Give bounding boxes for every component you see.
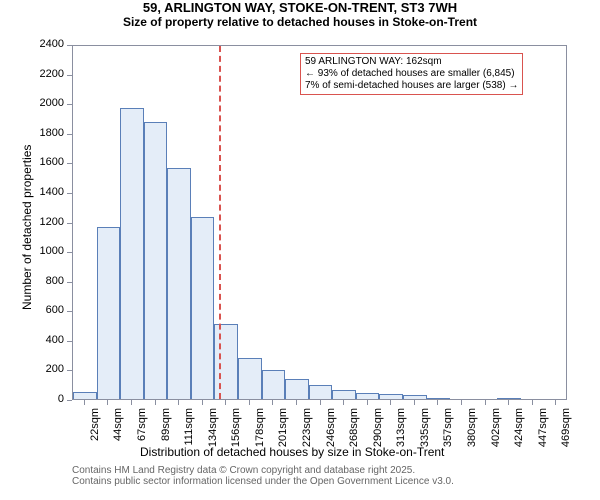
y-tick-label: 2400 xyxy=(28,38,64,50)
y-tick xyxy=(67,370,72,371)
x-tick-label: 178sqm xyxy=(254,408,266,453)
footer-line-2: Contains public sector information licen… xyxy=(72,476,454,487)
histogram-bar xyxy=(285,379,309,399)
y-tick-label: 2000 xyxy=(28,97,64,109)
y-tick xyxy=(67,193,72,194)
y-tick xyxy=(67,75,72,76)
y-tick-label: 1000 xyxy=(28,245,64,257)
histogram-bar xyxy=(191,217,215,399)
x-tick-label: 44sqm xyxy=(112,408,124,453)
x-tick-label: 22sqm xyxy=(89,408,101,453)
x-tick-label: 246sqm xyxy=(325,408,337,453)
histogram-bar xyxy=(214,324,238,399)
y-tick-label: 0 xyxy=(28,393,64,405)
x-tick xyxy=(272,400,273,405)
histogram-bar xyxy=(97,227,121,399)
x-tick-label: 201sqm xyxy=(277,408,289,453)
histogram-bar xyxy=(120,108,144,399)
x-tick-label: 268sqm xyxy=(348,408,360,453)
x-tick-label: 111sqm xyxy=(183,408,195,453)
x-tick-label: 313sqm xyxy=(395,408,407,453)
annotation-line-2: ← 93% of detached houses are smaller (6,… xyxy=(305,68,518,80)
x-tick xyxy=(131,400,132,405)
x-tick-label: 223sqm xyxy=(301,408,313,453)
annotation-box: 59 ARLINGTON WAY: 162sqm ← 93% of detach… xyxy=(300,53,523,95)
y-tick-label: 400 xyxy=(28,334,64,346)
y-tick xyxy=(67,163,72,164)
x-tick xyxy=(155,400,156,405)
x-tick xyxy=(107,400,108,405)
x-tick xyxy=(343,400,344,405)
y-tick-label: 200 xyxy=(28,363,64,375)
y-tick-label: 1800 xyxy=(28,127,64,139)
histogram-bar xyxy=(497,398,521,399)
y-tick-label: 1200 xyxy=(28,216,64,228)
histogram-bar xyxy=(238,358,262,399)
x-tick xyxy=(461,400,462,405)
x-tick xyxy=(555,400,556,405)
footer-line-1: Contains HM Land Registry data © Crown c… xyxy=(72,465,454,476)
histogram-bar xyxy=(332,390,356,399)
x-tick xyxy=(296,400,297,405)
x-tick xyxy=(249,400,250,405)
x-tick xyxy=(437,400,438,405)
histogram-bar xyxy=(356,393,380,399)
y-tick-label: 600 xyxy=(28,304,64,316)
histogram-bar xyxy=(73,392,97,399)
x-tick-label: 134sqm xyxy=(207,408,219,453)
x-tick xyxy=(202,400,203,405)
x-tick xyxy=(84,400,85,405)
histogram-bar xyxy=(167,168,191,399)
x-tick-label: 424sqm xyxy=(513,408,525,453)
histogram-bar xyxy=(144,122,168,399)
histogram-bar xyxy=(309,385,333,399)
y-tick xyxy=(67,134,72,135)
x-tick-label: 335sqm xyxy=(419,408,431,453)
x-tick-label: 447sqm xyxy=(537,408,549,453)
reference-line xyxy=(219,46,221,399)
y-tick xyxy=(67,311,72,312)
annotation-line-3: 7% of semi-detached houses are larger (5… xyxy=(305,80,518,92)
chart-subtitle: Size of property relative to detached ho… xyxy=(0,15,600,29)
x-tick-label: 67sqm xyxy=(136,408,148,453)
y-tick xyxy=(67,341,72,342)
y-tick xyxy=(67,104,72,105)
histogram-bar xyxy=(403,395,427,399)
annotation-line-1: 59 ARLINGTON WAY: 162sqm xyxy=(305,56,518,68)
x-tick xyxy=(367,400,368,405)
x-tick-label: 357sqm xyxy=(442,408,454,453)
x-tick-label: 380sqm xyxy=(466,408,478,453)
y-tick xyxy=(67,45,72,46)
x-tick-label: 469sqm xyxy=(560,408,572,453)
y-tick xyxy=(67,400,72,401)
x-tick xyxy=(178,400,179,405)
histogram-bar xyxy=(427,398,451,399)
x-tick xyxy=(390,400,391,405)
histogram-bar xyxy=(379,394,403,399)
plot-area xyxy=(72,45,567,400)
x-tick-label: 402sqm xyxy=(490,408,502,453)
y-tick xyxy=(67,223,72,224)
y-tick-label: 1600 xyxy=(28,156,64,168)
y-tick xyxy=(67,282,72,283)
x-tick xyxy=(320,400,321,405)
y-tick-label: 2200 xyxy=(28,68,64,80)
x-tick xyxy=(414,400,415,405)
footer-credits: Contains HM Land Registry data © Crown c… xyxy=(72,465,454,487)
chart-title: 59, ARLINGTON WAY, STOKE-ON-TRENT, ST3 7… xyxy=(0,0,600,15)
histogram-bar xyxy=(262,370,286,399)
x-tick xyxy=(225,400,226,405)
x-tick-label: 156sqm xyxy=(230,408,242,453)
x-tick xyxy=(532,400,533,405)
x-tick-label: 89sqm xyxy=(160,408,172,453)
x-tick xyxy=(485,400,486,405)
x-tick xyxy=(508,400,509,405)
y-tick xyxy=(67,252,72,253)
x-tick-label: 290sqm xyxy=(372,408,384,453)
y-tick-label: 800 xyxy=(28,275,64,287)
y-tick-label: 1400 xyxy=(28,186,64,198)
